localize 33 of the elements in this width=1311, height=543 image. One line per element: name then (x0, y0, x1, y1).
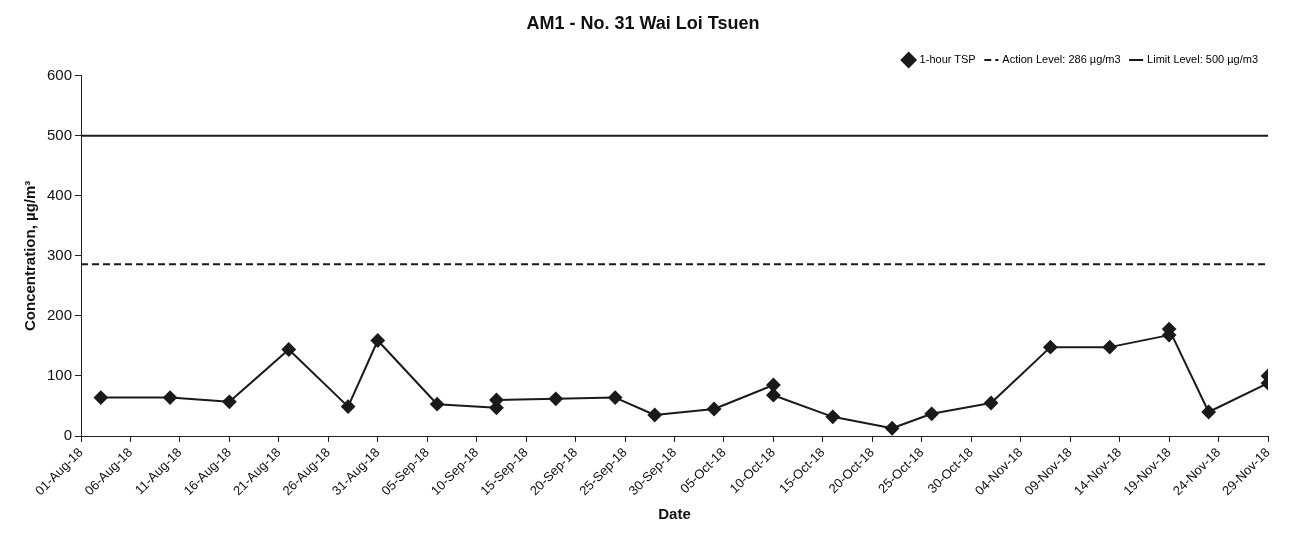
point (1201, 405, 1216, 420)
point (93, 390, 108, 405)
y-tick-label: 600 (47, 65, 73, 83)
point (707, 402, 722, 417)
x-axis-title: Date (658, 505, 691, 523)
y-tick-label: 500 (47, 125, 73, 143)
chart-title: AM1 - No. 31 Wai Loi Tsuen (526, 12, 760, 33)
point (924, 406, 939, 421)
point (548, 391, 563, 406)
point (281, 342, 296, 357)
point (341, 399, 356, 414)
legend-label: Action Level: 286 µg/m3 (1002, 53, 1121, 66)
y-tick-label: 200 (47, 306, 73, 324)
legend-label: Limit Level: 500 µg/m3 (1147, 53, 1259, 66)
point (984, 396, 999, 410)
point (430, 397, 445, 412)
y-tick-label: 100 (47, 366, 73, 384)
point (222, 394, 237, 409)
y-tick-label: 300 (47, 245, 73, 263)
point (647, 408, 662, 423)
point (1102, 340, 1117, 355)
point (766, 388, 781, 403)
point (163, 390, 178, 405)
point (885, 421, 900, 436)
point (1043, 340, 1058, 355)
legend-label: 1-hour TSP (919, 53, 976, 66)
y-tick-label: 400 (47, 185, 73, 203)
y-tick-label: 0 (63, 426, 73, 444)
y-axis-title: Concentration, µg/m³ (21, 180, 39, 331)
point (825, 409, 840, 424)
point (608, 390, 623, 405)
point (766, 377, 781, 392)
point (370, 333, 385, 348)
